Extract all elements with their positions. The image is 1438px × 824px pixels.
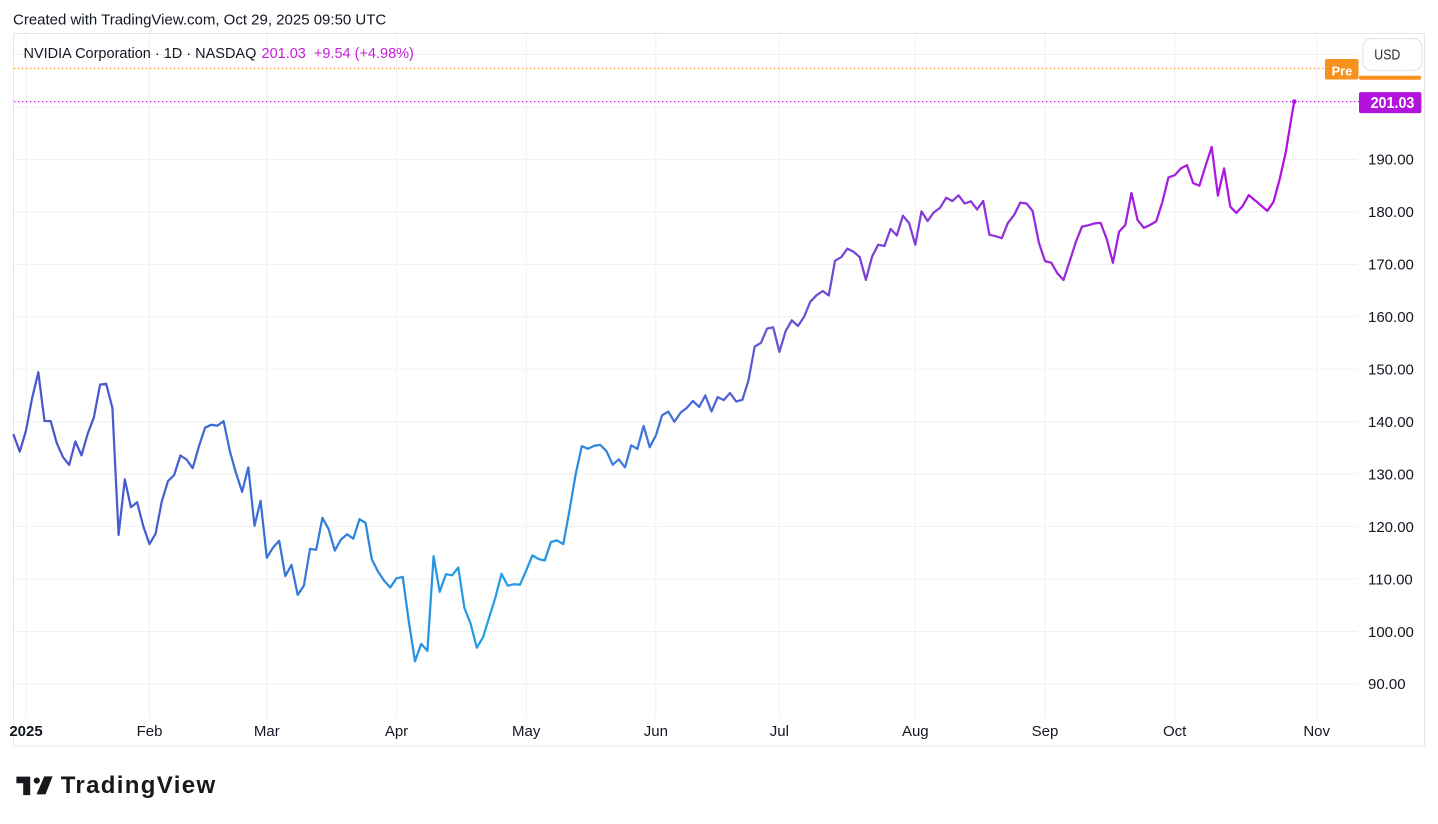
svg-text:190.00: 190.00 xyxy=(1368,152,1414,169)
svg-text:130.00: 130.00 xyxy=(1368,466,1414,483)
svg-text:NVIDIA Corporation · 1D · NASD: NVIDIA Corporation · 1D · NASDAQ xyxy=(24,46,257,62)
svg-text:201.03: 201.03 xyxy=(1371,95,1415,112)
svg-text:USD: USD xyxy=(1374,47,1400,64)
svg-text:120.00: 120.00 xyxy=(1368,519,1414,536)
svg-text:160.00: 160.00 xyxy=(1368,309,1414,326)
svg-text:Feb: Feb xyxy=(137,723,163,740)
svg-text:100.00: 100.00 xyxy=(1368,624,1414,641)
svg-text:Oct: Oct xyxy=(1163,723,1187,740)
svg-text:Apr: Apr xyxy=(385,723,408,740)
svg-text:Aug: Aug xyxy=(902,723,929,740)
svg-text:2025: 2025 xyxy=(9,723,42,740)
svg-text:Mar: Mar xyxy=(254,723,280,740)
svg-text:Nov: Nov xyxy=(1303,723,1330,740)
svg-text:170.00: 170.00 xyxy=(1368,257,1414,274)
svg-text:Pre: Pre xyxy=(1332,63,1353,78)
svg-text:150.00: 150.00 xyxy=(1368,362,1414,379)
svg-text:Jun: Jun xyxy=(644,723,668,740)
svg-text:Created with TradingView.com,: Created with TradingView.com, Oct 29, 20… xyxy=(13,12,386,29)
svg-text:140.00: 140.00 xyxy=(1368,414,1414,431)
svg-text:Sep: Sep xyxy=(1032,723,1059,740)
svg-text:May: May xyxy=(512,723,541,740)
svg-text:Jul: Jul xyxy=(770,723,789,740)
svg-text:90.00: 90.00 xyxy=(1368,676,1406,693)
svg-text:201.03 +9.54 (+4.98%): 201.03 +9.54 (+4.98%) xyxy=(262,46,414,62)
svg-text:TradingView: TradingView xyxy=(61,772,217,799)
svg-text:180.00: 180.00 xyxy=(1368,204,1414,221)
svg-text:110.00: 110.00 xyxy=(1368,571,1413,588)
